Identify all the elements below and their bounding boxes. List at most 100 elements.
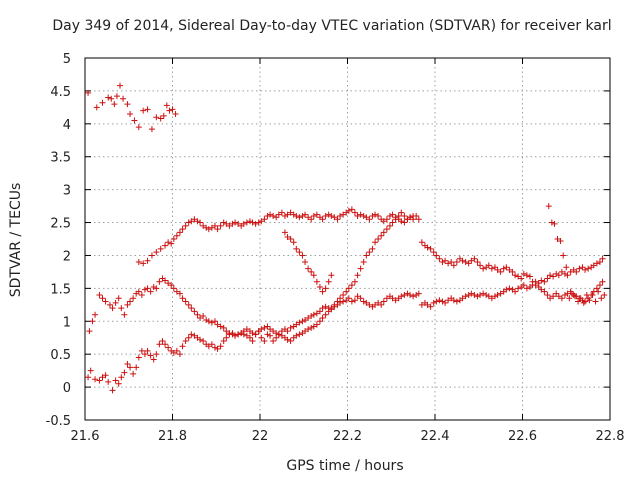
data-point-track-a [156,341,163,348]
data-point-track-f [491,293,498,300]
data-point-track-b [89,318,96,325]
data-point-track-a [407,291,414,298]
data-point-track-a [270,338,277,345]
data-point-track-f [529,282,536,289]
data-point-track-b [328,305,335,312]
data-point-track-a [85,374,92,381]
data-point-track-b [360,259,367,266]
data-point-track-c [173,232,180,239]
data-point-track-f [485,293,492,300]
y-tick-label: -0.5 [46,414,71,429]
data-point-track-c [281,212,288,219]
data-point-track-b [153,285,160,292]
data-point-track-c [337,212,344,219]
data-point-track-c [217,222,224,229]
data-point-track-e [497,268,504,275]
data-point-track-f [488,295,495,302]
data-point-track-a [363,299,370,306]
data-point-track-c [389,211,396,218]
data-point-track-c [223,220,230,227]
data-point-track-a [410,293,417,300]
data-point-track-b [284,336,291,343]
data-point-track-b [214,321,221,328]
data-point-track-b [168,282,175,289]
data-point-track-e [450,262,457,269]
data-point-outliers [566,295,573,302]
data-point-track-e [485,262,492,269]
data-point-track-b [106,301,113,308]
data-point-track-a [217,343,224,350]
data-point-track-b [319,314,326,321]
data-point-track-e [558,268,565,275]
data-point-track-a [258,334,265,341]
data-point-track-b [170,285,177,292]
data-point-track-b [226,330,233,337]
data-point-track-a [211,344,218,351]
y-tick-label: 5 [63,52,71,67]
data-point-upper [131,117,138,124]
data-point-track-f [483,291,490,298]
data-point-track-a [170,349,177,356]
grid-layer [85,58,610,420]
y-axis-label: SDTVAR / TECUs [8,183,24,298]
data-point-track-e [526,273,533,280]
data-point-track-b [200,313,207,320]
data-point-outliers [583,291,590,298]
data-point-track-c [363,214,370,221]
data-point-track-d [313,278,320,285]
data-point-track-f [418,301,425,308]
data-point-track-a [319,305,326,312]
data-point-outliers [560,252,567,259]
data-point-track-c [229,220,236,227]
data-point-upper [140,107,147,114]
data-point-track-b [386,222,393,229]
data-point-track-a [138,347,145,354]
data-point-track-b [150,284,157,291]
data-point-track-c [165,239,172,246]
data-point-track-a [191,332,198,339]
data-point-track-e [550,273,557,280]
data-point-upper [124,101,131,108]
data-point-track-b [357,265,364,272]
tick-layer: 21.6 21.8 22 22.2 22.4 22.6 22.8 -0.5 0 0.5 1 1.5 2 2… [46,52,625,444]
data-point-track-a [284,328,291,335]
data-point-upper [166,107,173,114]
data-point-track-a [127,364,134,371]
data-point-track-f [555,293,562,300]
data-point-track-f [430,299,437,306]
data-point-track-e [555,272,562,279]
data-point-track-b [185,301,192,308]
data-point-upper [169,106,176,113]
data-point-track-e [582,266,589,273]
data-point-track-c [369,212,376,219]
data-point-track-e [436,255,443,262]
data-point-track-c [299,212,306,219]
data-point-track-f [599,278,606,285]
data-point-track-f [468,290,475,297]
data-point-track-a [305,314,312,321]
data-point-track-a [348,298,355,305]
data-point-track-b [305,326,312,333]
data-point-upper [99,99,106,106]
data-point-track-c [278,209,285,216]
data-point-track-c [293,212,300,219]
data-point-outliers [601,291,608,298]
data-point-track-a [99,374,106,381]
data-point-track-b [243,326,250,333]
data-point-track-c [144,257,151,264]
data-point-track-b [173,288,180,295]
y-tick-label: 4.5 [50,85,71,100]
data-point-track-a [102,372,109,379]
data-point-track-a [404,290,411,297]
data-point-track-f [445,297,452,304]
data-point-track-e [579,264,586,271]
data-point-track-b [147,288,154,295]
data-point-track-b [340,291,347,298]
data-point-track-e [518,275,525,282]
data-point-track-c [383,216,390,223]
data-point-track-f [582,298,589,305]
data-point-track-b [264,323,271,330]
data-point-track-f [503,286,510,293]
data-point-track-b [232,332,239,339]
data-point-track-b [345,285,352,292]
